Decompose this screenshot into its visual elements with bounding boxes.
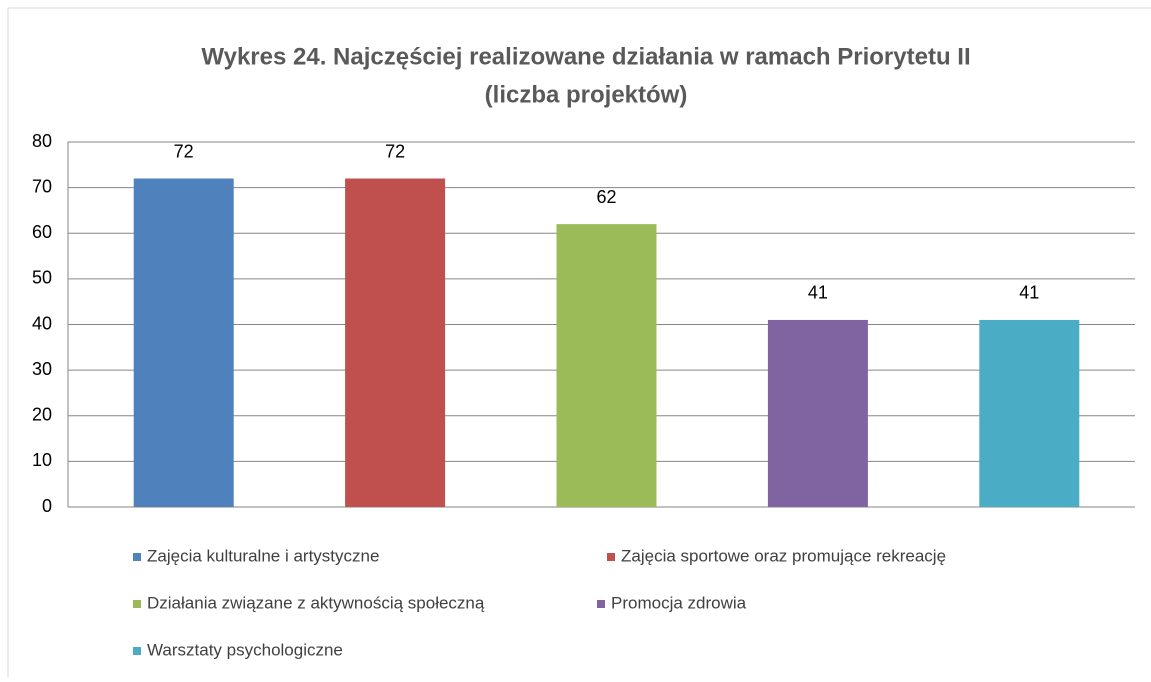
bar xyxy=(556,224,657,507)
legend-swatch xyxy=(133,600,141,608)
legend-label: Zajęcia sportowe oraz promujące rekreacj… xyxy=(621,546,946,565)
y-tick-label: 0 xyxy=(42,496,52,516)
chart-title: Wykres 24. Najczęściej realizowane dział… xyxy=(201,43,970,70)
value-label: 72 xyxy=(385,141,405,161)
value-label: 62 xyxy=(596,187,616,207)
value-label: 41 xyxy=(1019,283,1039,303)
legend-swatch xyxy=(133,553,141,561)
chart-title: (liczba projektów) xyxy=(485,81,688,108)
chart-frame xyxy=(7,7,1151,682)
bar xyxy=(345,178,446,507)
y-tick-label: 70 xyxy=(32,176,52,196)
y-tick-label: 40 xyxy=(32,313,52,333)
y-tick-label: 20 xyxy=(32,405,52,425)
y-tick-label: 80 xyxy=(32,131,52,151)
legend-label: Działania związane z aktywnością społecz… xyxy=(147,593,485,612)
legend-label: Zajęcia kulturalne i artystyczne xyxy=(147,546,379,565)
y-tick-label: 30 xyxy=(32,359,52,379)
legend-label: Warsztaty psychologiczne xyxy=(147,640,343,659)
value-label: 72 xyxy=(174,141,194,161)
legend-swatch xyxy=(597,600,605,608)
legend-label: Promocja zdrowia xyxy=(611,593,747,612)
value-label: 41 xyxy=(808,283,828,303)
y-tick-label: 10 xyxy=(32,450,52,470)
legend-swatch xyxy=(133,647,141,655)
bar xyxy=(979,319,1080,507)
y-tick-label: 60 xyxy=(32,222,52,242)
bar xyxy=(133,178,234,507)
legend-swatch xyxy=(607,553,615,561)
bar xyxy=(767,319,868,507)
y-tick-label: 50 xyxy=(32,268,52,288)
